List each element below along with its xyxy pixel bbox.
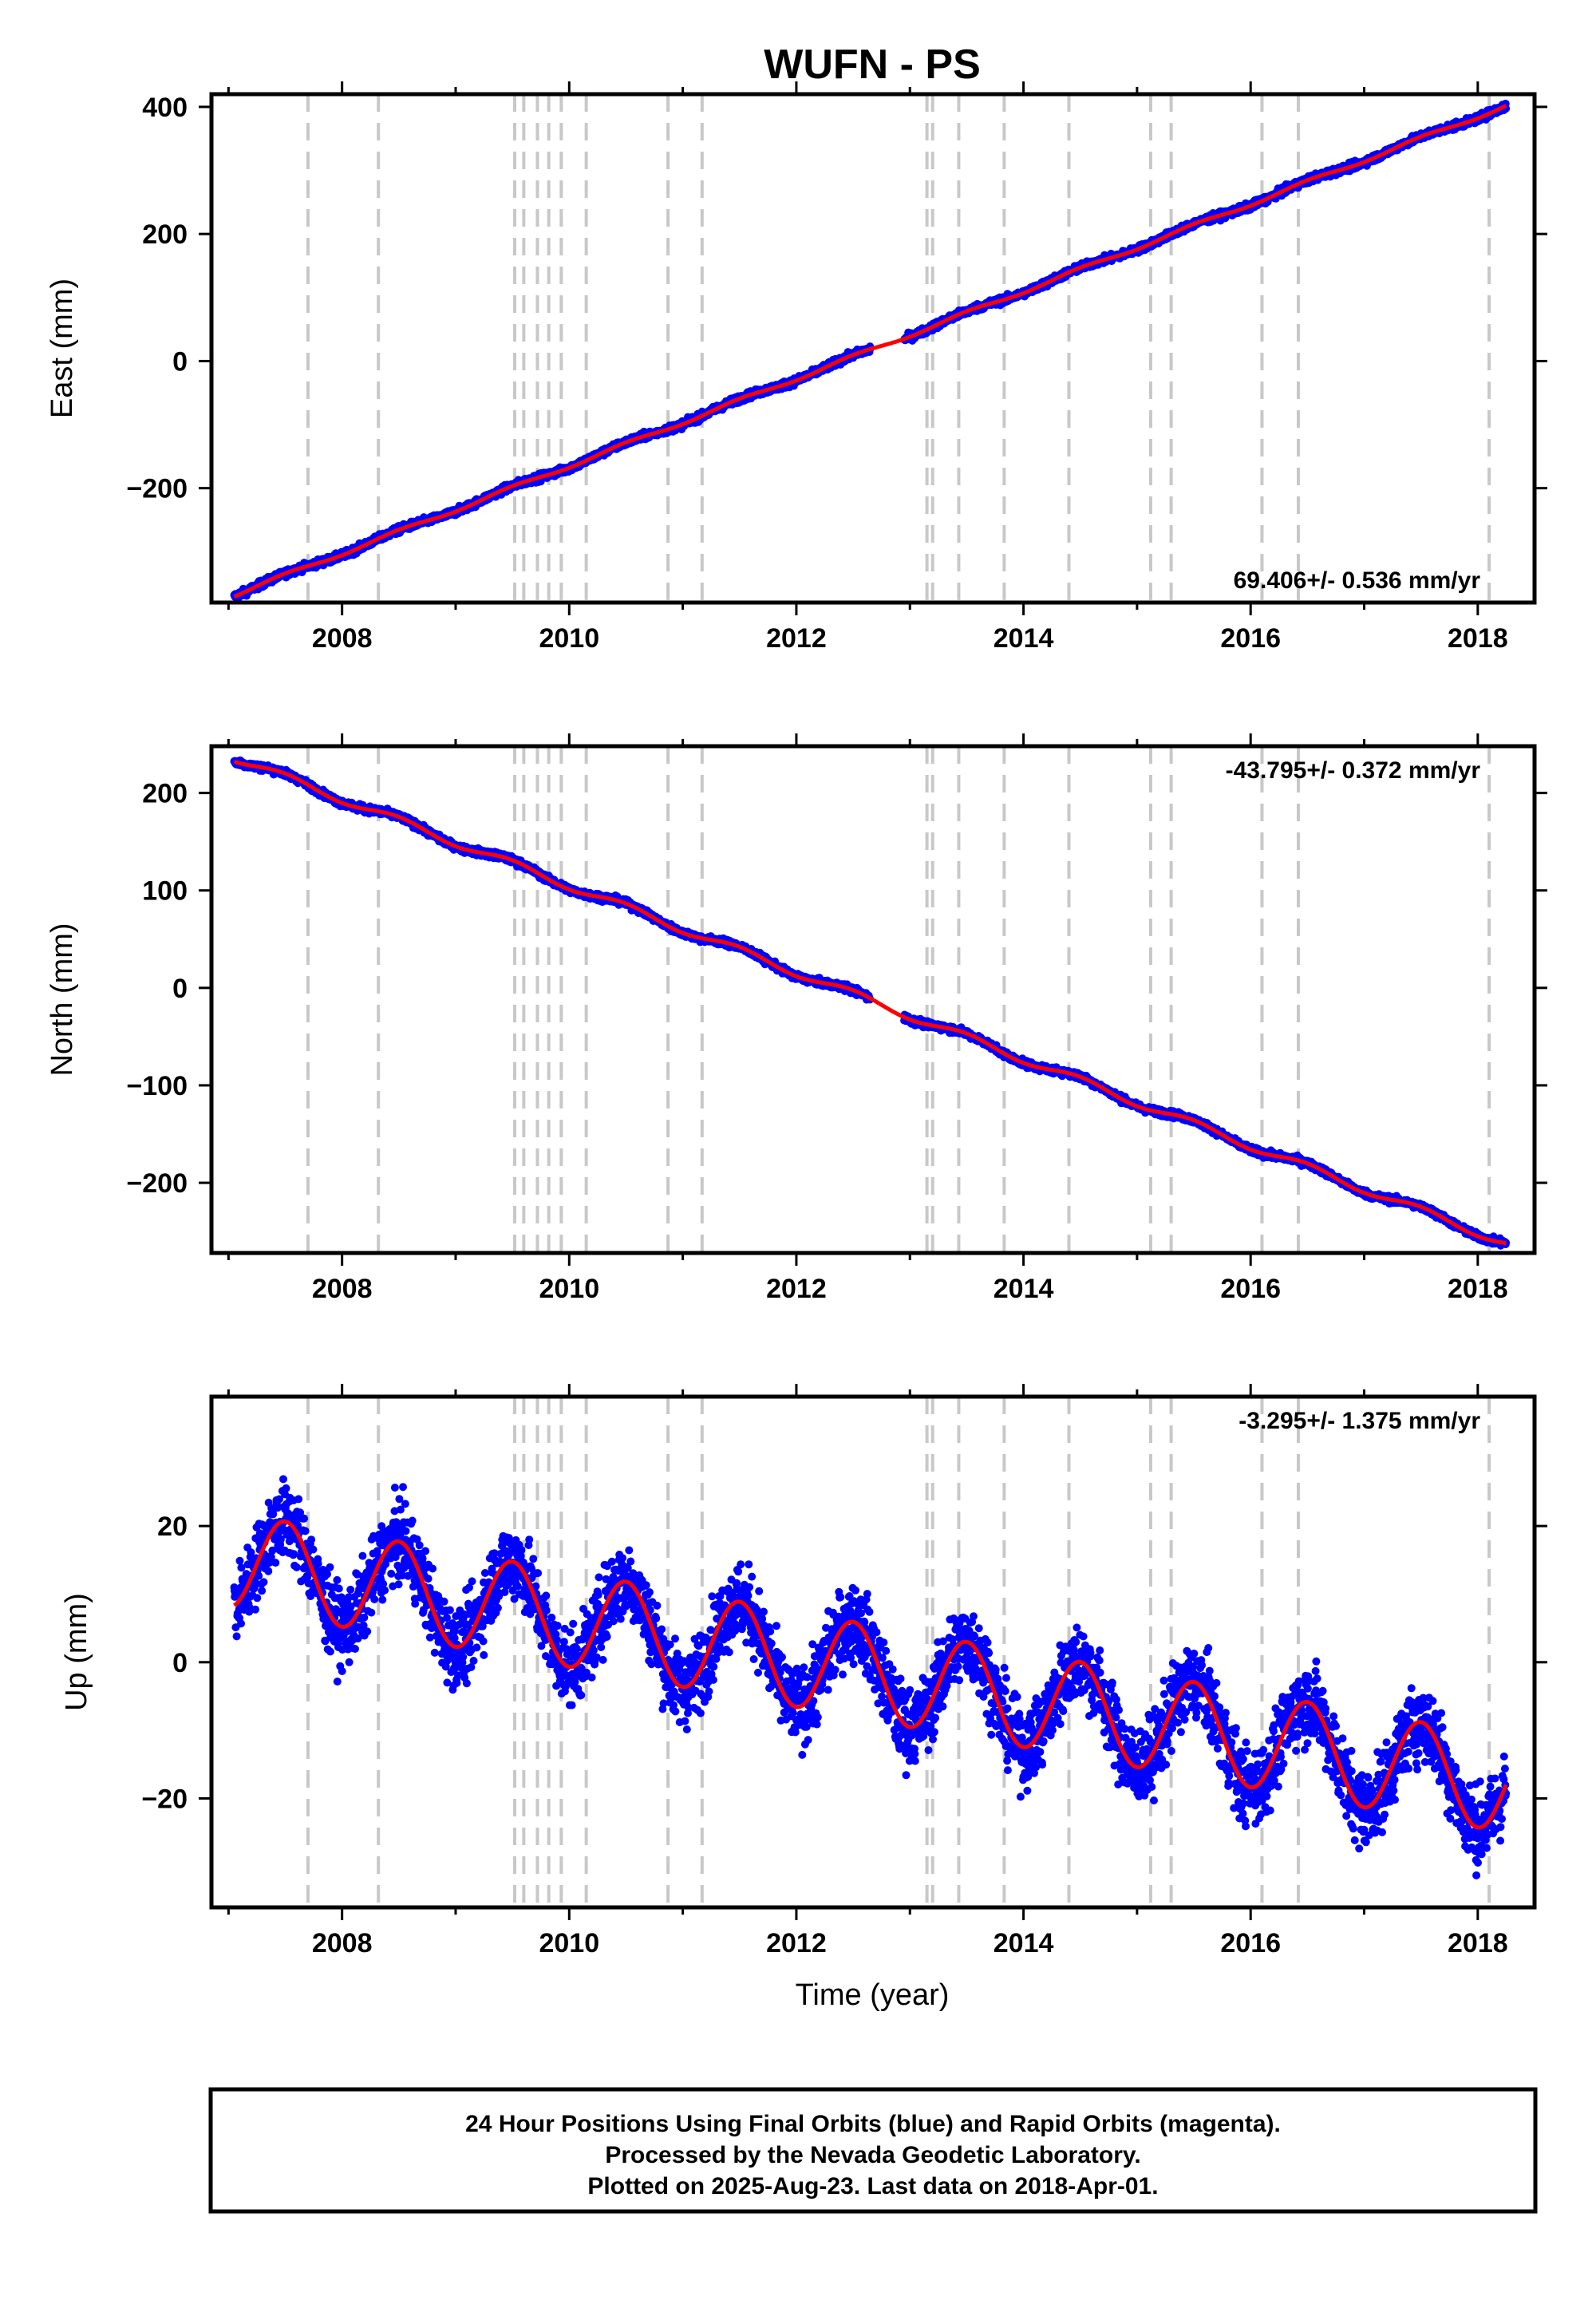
x-tick-label: 2014 [994, 623, 1054, 654]
x-tick-label: 2016 [1220, 623, 1281, 654]
x-tick-label: 2012 [766, 623, 827, 654]
chart-title: WUFN - PS [764, 41, 981, 88]
x-tick-label: 2010 [539, 623, 599, 654]
x-tick-label: 2008 [312, 623, 373, 654]
y-tick-label: 0 [172, 346, 188, 377]
velocity-annotation: 69.406+/- 0.536 mm/yr [1234, 567, 1481, 594]
y-tick-label: 200 [142, 219, 188, 250]
x-tick-label: 2018 [1448, 623, 1508, 654]
east-panel: 2008 2010 2012 2014 2016 2018 −200 0 200 400 East … [45, 81, 1547, 654]
y-tick-label: −200 [126, 474, 188, 504]
y-axis-label: East (mm) [45, 279, 79, 418]
y-tick-label: 400 [142, 93, 188, 123]
